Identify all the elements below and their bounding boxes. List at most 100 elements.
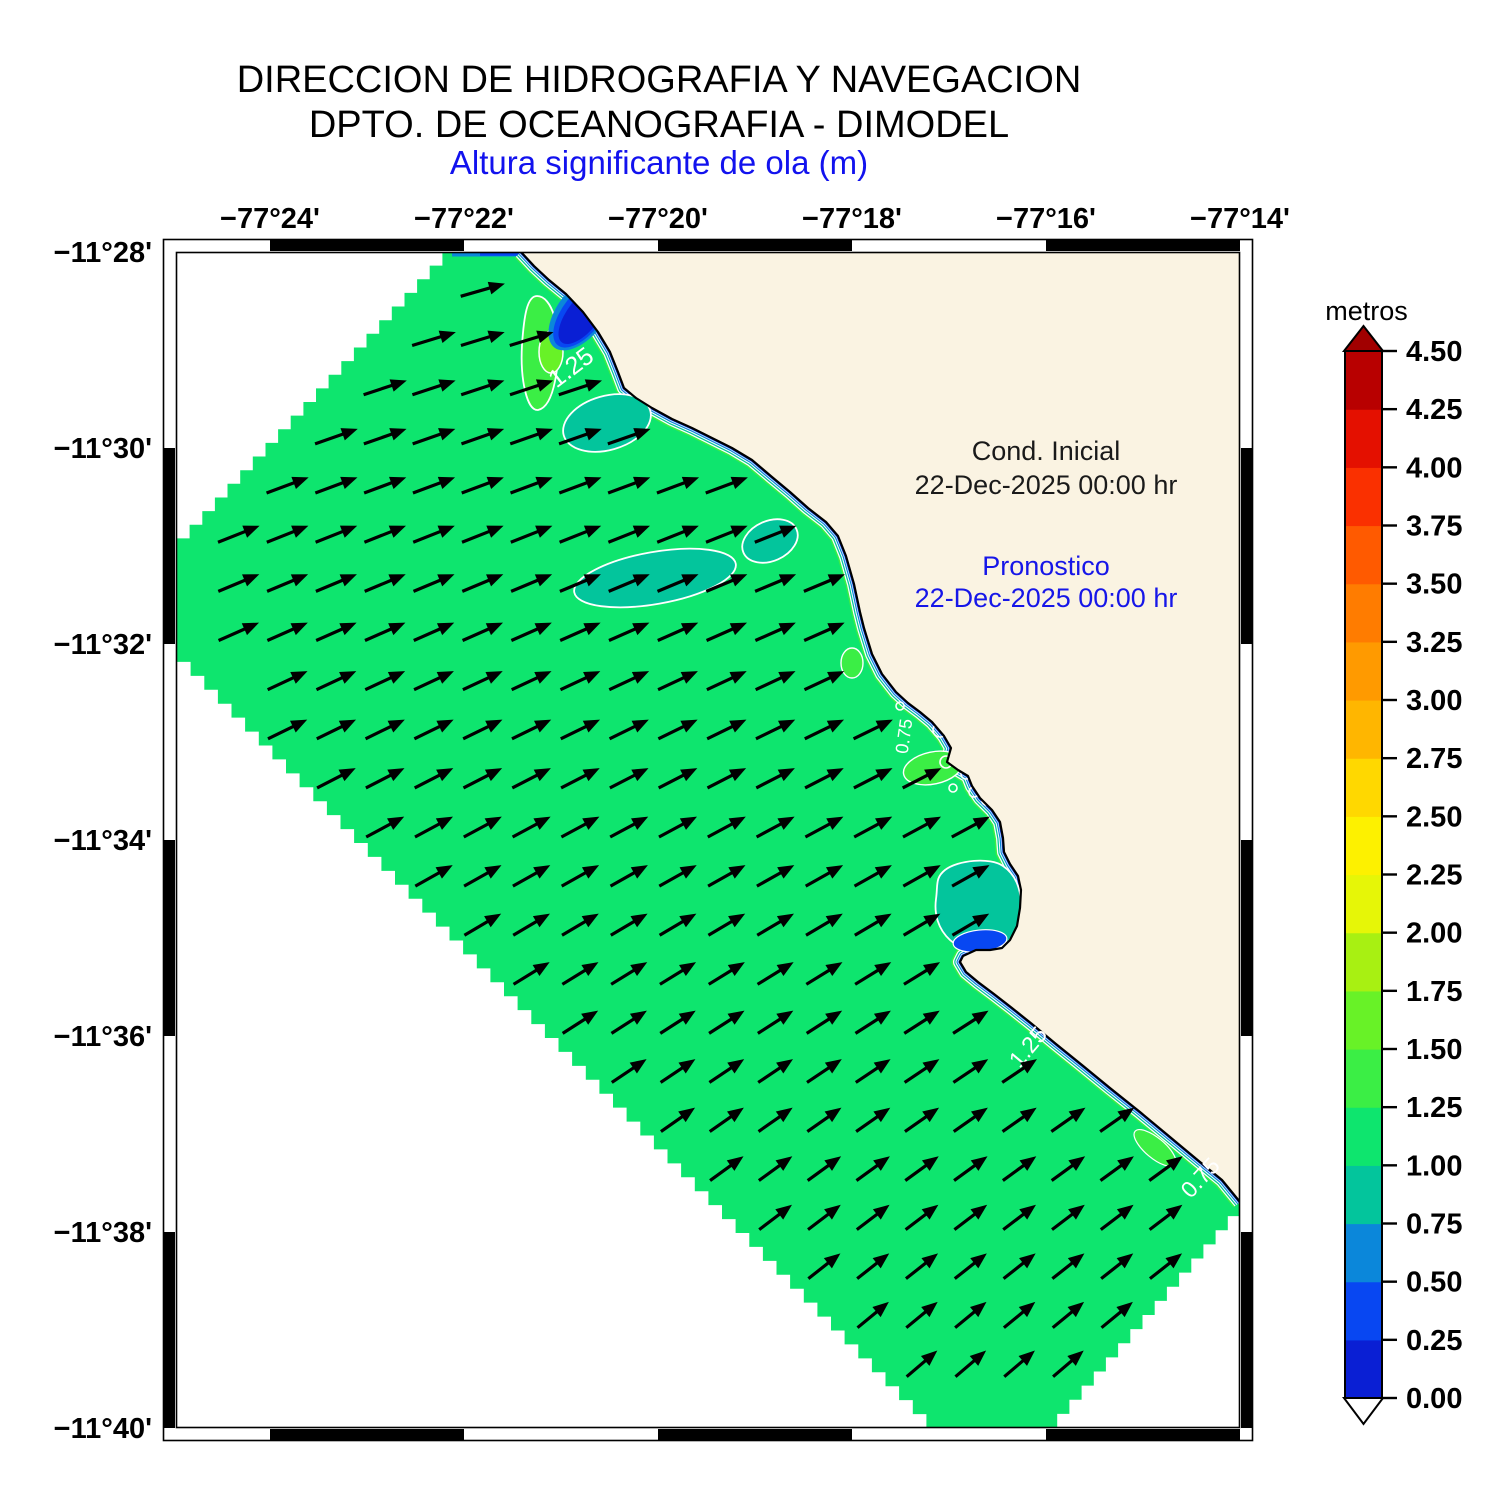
wave-arrow-head bbox=[970, 1156, 988, 1171]
colorbar-band-17 bbox=[1345, 351, 1382, 410]
wave-arrow-head bbox=[484, 816, 502, 830]
wave-arrow-shaft bbox=[660, 1113, 687, 1133]
wave-arrow-head bbox=[290, 622, 308, 636]
wave-arrow-shaft bbox=[755, 674, 786, 692]
wave-arrow-shaft bbox=[853, 772, 883, 790]
wave-arrow-shaft bbox=[952, 1064, 980, 1084]
wave-arrow-head bbox=[534, 622, 552, 636]
wave-arrow-shaft bbox=[1001, 1161, 1028, 1182]
wave-arrow-head bbox=[873, 1107, 891, 1123]
frame-black-right bbox=[1241, 840, 1252, 1036]
wave-arrow-shaft bbox=[953, 1210, 979, 1231]
wave-arrow-head bbox=[825, 962, 843, 977]
wave-arrow-head bbox=[970, 1204, 988, 1220]
colorbar-tick-label-15: 0.75 bbox=[1406, 1209, 1462, 1241]
wave-arrow-head bbox=[825, 865, 844, 879]
wave-arrow-head bbox=[630, 962, 648, 977]
wave-arrow-head bbox=[437, 574, 455, 587]
wave-arrow-shaft bbox=[952, 1015, 980, 1035]
wave-arrow-head bbox=[389, 379, 407, 392]
wave-arrow-head bbox=[872, 1301, 889, 1318]
wave-arrow-head bbox=[679, 865, 697, 879]
wave-arrow-shaft bbox=[854, 918, 883, 937]
wave-arrow-shaft bbox=[463, 820, 492, 839]
wave-arrow-head bbox=[339, 574, 357, 587]
wave-arrow-head bbox=[484, 913, 502, 928]
wave-arrow-shaft bbox=[709, 1161, 735, 1182]
wave-arrow-shaft bbox=[316, 723, 346, 741]
wave-arrow-head bbox=[680, 768, 698, 782]
wave-arrow-head bbox=[922, 1010, 940, 1025]
wave-arrow-shaft bbox=[561, 918, 590, 937]
wave-arrow-shaft bbox=[1051, 1259, 1077, 1280]
colorbar-tick-label-6: 3.00 bbox=[1406, 685, 1462, 717]
wave-arrow-head bbox=[584, 379, 603, 392]
frame-black-left bbox=[164, 840, 175, 1036]
wave-arrow-shaft bbox=[1003, 1357, 1027, 1378]
forecast-datetime: 22-Dec-2025 00:00 hr bbox=[915, 583, 1178, 613]
wave-arrow-shaft bbox=[560, 772, 590, 790]
wave-arrow-head bbox=[826, 768, 844, 782]
wave-arrow-shaft bbox=[559, 528, 591, 544]
wave-arrow-shaft bbox=[708, 1015, 736, 1035]
wave-arrow-shaft bbox=[705, 528, 738, 544]
wave-arrow-shaft bbox=[510, 626, 542, 642]
wave-arrow-shaft bbox=[707, 967, 736, 986]
wave-arrow-head bbox=[581, 1010, 599, 1025]
page-subtitle: Altura significante de ola (m) bbox=[450, 144, 868, 181]
wave-arrow-head bbox=[1165, 1204, 1183, 1220]
initial-condition-datetime: 22-Dec-2025 00:00 hr bbox=[915, 470, 1178, 500]
wave-arrow-shaft bbox=[1148, 1210, 1174, 1231]
initial-condition-label: Cond. Inicial bbox=[972, 436, 1121, 466]
wave-arrow-shaft bbox=[658, 820, 688, 839]
wave-arrow-head bbox=[921, 1301, 938, 1318]
wave-arrow-head bbox=[826, 816, 844, 830]
wave-arrow-head bbox=[533, 816, 551, 830]
wave-arrow-head bbox=[727, 1059, 745, 1074]
wave-arrow-shaft bbox=[905, 1357, 930, 1378]
wave-arrow-head bbox=[873, 1156, 890, 1171]
wave-arrow-head bbox=[340, 476, 358, 490]
wave-arrow-head bbox=[535, 525, 553, 538]
wave-arrow-shaft bbox=[902, 820, 932, 839]
frame-black-top bbox=[1046, 240, 1240, 251]
wave-arrow-head bbox=[920, 1350, 938, 1366]
wave-arrow-shaft bbox=[659, 1064, 687, 1084]
wave-arrow-shaft bbox=[558, 431, 591, 446]
wave-arrow-head bbox=[874, 865, 892, 879]
colorbar-band-13 bbox=[1345, 583, 1382, 643]
wave-arrow-head bbox=[971, 1059, 989, 1074]
wave-arrow-shaft bbox=[511, 674, 542, 692]
wave-arrow-shaft bbox=[803, 626, 835, 642]
wave-arrow-shaft bbox=[512, 869, 541, 888]
wave-arrow-shaft bbox=[1001, 1113, 1028, 1133]
wave-arrow-head bbox=[338, 768, 356, 782]
wave-arrow-shaft bbox=[363, 480, 396, 495]
wave-arrow-shaft bbox=[952, 1113, 979, 1133]
wave-arrow-head bbox=[778, 671, 796, 684]
wave-arrow-shaft bbox=[558, 382, 592, 397]
wave-arrow-shaft bbox=[315, 626, 347, 642]
wave-arrow-shaft bbox=[509, 334, 543, 348]
axis-labels-layer: −77°24' −77°22' −77°20' −77°18' −77°16' −77°1… bbox=[54, 203, 1290, 1445]
wave-arrow-head bbox=[631, 719, 649, 733]
contour-patch-teal-mid bbox=[573, 547, 737, 609]
wave-arrow-head bbox=[972, 816, 990, 830]
wave-arrow-shaft bbox=[659, 967, 687, 986]
wave-arrow-shaft bbox=[656, 577, 689, 593]
wave-arrow-head bbox=[1019, 1253, 1036, 1269]
wave-arrow-shaft bbox=[558, 480, 591, 495]
y-axis-label-1: −11°30' bbox=[54, 433, 152, 465]
wave-arrow-shaft bbox=[413, 772, 444, 790]
wave-arrow-head bbox=[583, 525, 602, 538]
colorbar-tick-label-8: 2.50 bbox=[1406, 801, 1462, 833]
colorbar-tick-label-0: 4.50 bbox=[1406, 336, 1462, 368]
wave-arrow-shaft bbox=[460, 382, 494, 397]
wave-arrow-shaft bbox=[610, 1064, 638, 1084]
wave-arrow-head bbox=[1019, 1107, 1037, 1123]
colorbar-band-1 bbox=[1345, 1281, 1382, 1341]
wave-arrow-head bbox=[1165, 1156, 1183, 1171]
wave-arrow-shaft bbox=[754, 626, 786, 642]
wave-arrow-shaft bbox=[904, 1113, 931, 1133]
wave-arrow-shaft bbox=[803, 674, 835, 692]
